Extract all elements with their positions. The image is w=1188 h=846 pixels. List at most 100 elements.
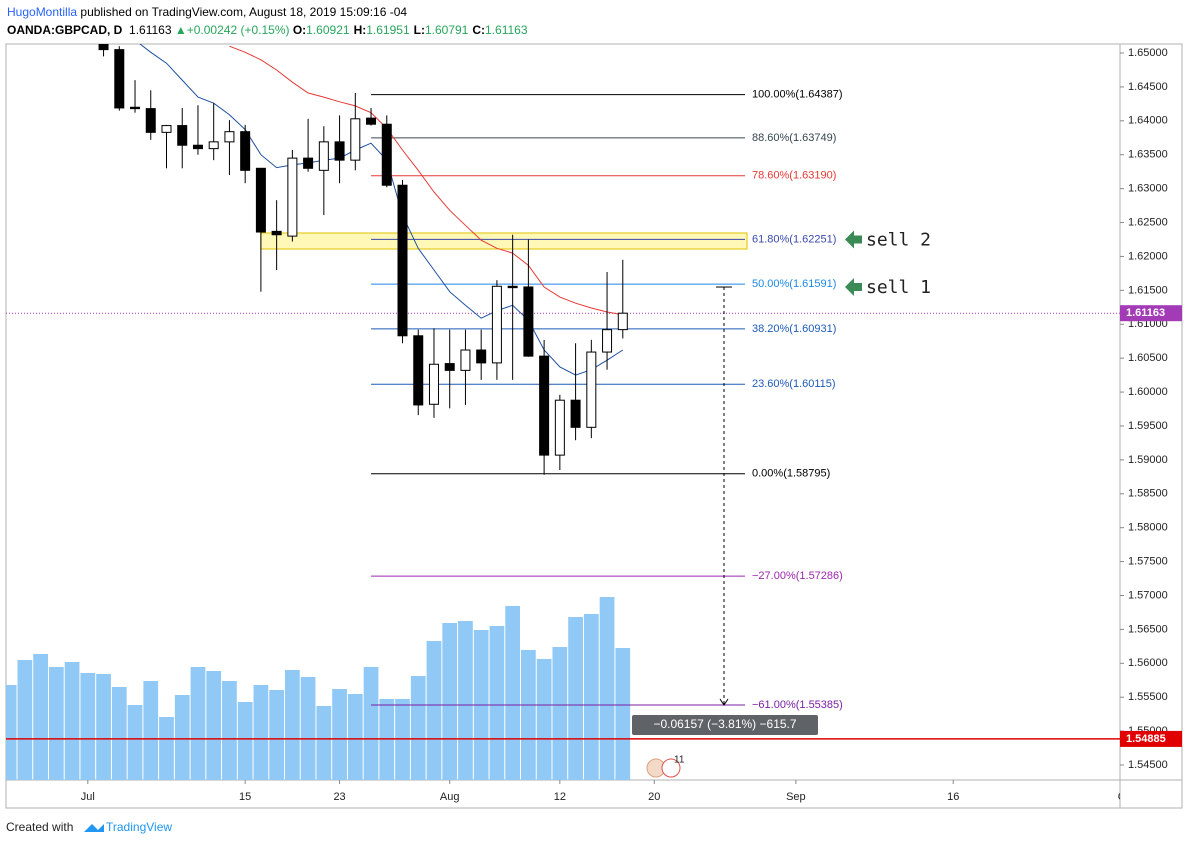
candle-body (617, 312, 628, 331)
logo (84, 824, 104, 832)
volume-bar (285, 670, 300, 780)
fib-label: −61.00%(1.55385) (752, 699, 843, 711)
volume-bar (206, 671, 222, 780)
x-tick-label: Aug (440, 791, 460, 803)
x-axis: Jul 15 23 Aug 12 20 Sep 16 Oct (81, 780, 1135, 803)
candle-body (145, 108, 156, 133)
y-tick-label: 1.62500 (1128, 216, 1168, 228)
volume-bar (127, 705, 143, 780)
fib-label: −27.00%(1.57286) (752, 570, 843, 582)
fib-label: 50.00%(1.61591) (752, 278, 836, 290)
ohlc-label: C: (472, 23, 486, 37)
frame (5, 43, 1183, 809)
arrow (845, 277, 862, 296)
candle-body (476, 349, 487, 364)
volume-bar (143, 681, 159, 780)
candle-body (381, 123, 392, 186)
candle-body (413, 335, 424, 406)
volume-bar (17, 660, 33, 780)
y-tick-label: 1.64000 (1128, 115, 1168, 127)
annotation-text: sell 1 (866, 277, 931, 298)
candle-body (444, 363, 455, 371)
volume-bar (174, 695, 190, 780)
author[interactable]: HugoMontilla (7, 5, 78, 19)
volume-bar (316, 706, 332, 780)
y-tick-label: 1.57500 (1128, 555, 1168, 567)
ohlc-value: 1.60921 (306, 23, 350, 37)
moving-average (229, 45, 623, 316)
volume-bar (269, 690, 284, 780)
fib-label: 88.60%(1.63749) (752, 132, 836, 144)
y-tick-label: 1.58000 (1128, 522, 1168, 534)
annotation-text: sell 2 (866, 229, 931, 250)
footer-brand[interactable]: TradingView (106, 820, 172, 834)
volume-bar (80, 673, 96, 780)
volume-bar (458, 621, 473, 780)
candle-body (224, 131, 235, 143)
axes: 1.65000 1.64500 1.64000 1.63500 1.63000 1.625… (1120, 47, 1182, 771)
volume-bar (347, 694, 363, 780)
y-tick-label: 1.54500 (1128, 759, 1168, 771)
measure-arrowhead (719, 698, 729, 706)
x-tick-label: Oct (1118, 791, 1135, 803)
ohlc: O:1.60921 H:1.61951 L:1.60791 C:1.61163 (293, 23, 532, 37)
y-tick-label: 1.59000 (1128, 454, 1168, 466)
candle-body (318, 141, 329, 171)
volume-bar (599, 597, 615, 780)
x-tick-label: Jul (81, 791, 95, 803)
candle-body (397, 184, 408, 337)
volume-bar (332, 689, 347, 780)
ohlc-value: 1.61163 (485, 23, 528, 37)
volume-bar (615, 648, 631, 780)
y-tick-label: 1.56000 (1128, 657, 1168, 669)
volume-bar (6, 685, 17, 780)
price-box (1120, 305, 1182, 322)
fib-label: 23.60%(1.60115) (752, 378, 836, 390)
volume-bar (568, 617, 583, 780)
volume-bar (111, 687, 127, 780)
badge-icons (646, 758, 681, 778)
volume-bar (426, 641, 442, 780)
volume-bar (253, 685, 269, 780)
candle-body (539, 355, 550, 456)
ohlc-label: O: (292, 23, 307, 37)
badge: 11 (674, 755, 685, 766)
y-tick-label: 1.63500 (1128, 149, 1168, 161)
candle-body (570, 399, 581, 428)
fib-label: 0.00%(1.58795) (752, 468, 830, 480)
y-tick-label: 1.55500 (1128, 691, 1168, 703)
y-tick-label: 1.57000 (1128, 589, 1168, 601)
x-tick-label: 16 (947, 791, 959, 803)
y-tick-label: 1.60500 (1128, 352, 1168, 364)
footer-text: Created with (6, 820, 73, 834)
fib-label: 78.60%(1.63190) (752, 170, 836, 182)
volume-bar (442, 623, 458, 780)
volume-bar (190, 667, 206, 780)
candle-body (130, 106, 141, 110)
y-tick-label: 1.62000 (1128, 250, 1168, 262)
candle-body (602, 329, 613, 353)
price-box (1120, 730, 1182, 747)
candle-body (287, 157, 298, 237)
fib-label: 100.00%(1.64387) (752, 88, 843, 100)
price-box-label: 1.54885 (1126, 733, 1166, 745)
arrow (845, 230, 862, 249)
y-tick-label: 1.59500 (1128, 420, 1168, 432)
volume-bar (222, 681, 237, 780)
symbol-line: OANDA:GBPCAD, D 1.61163 ▲+0.00242 (+0.15… (7, 23, 532, 37)
volume-bar (237, 702, 253, 780)
moving-average (139, 44, 624, 376)
volume-bar (489, 626, 505, 780)
x-tick-label: 12 (554, 791, 566, 803)
header-line: HugoMontilla published on TradingView.co… (7, 5, 407, 19)
candle-body (523, 286, 534, 357)
candle-body (255, 167, 266, 233)
candle-body (491, 285, 502, 364)
volume-bar (33, 654, 48, 780)
candle-body (271, 230, 282, 236)
measure-box (632, 715, 818, 736)
candle-body (240, 131, 251, 171)
published: published on TradingView.com, August 18,… (80, 5, 408, 19)
y-tick-label: 1.56500 (1128, 623, 1168, 635)
candle-body (192, 144, 203, 150)
